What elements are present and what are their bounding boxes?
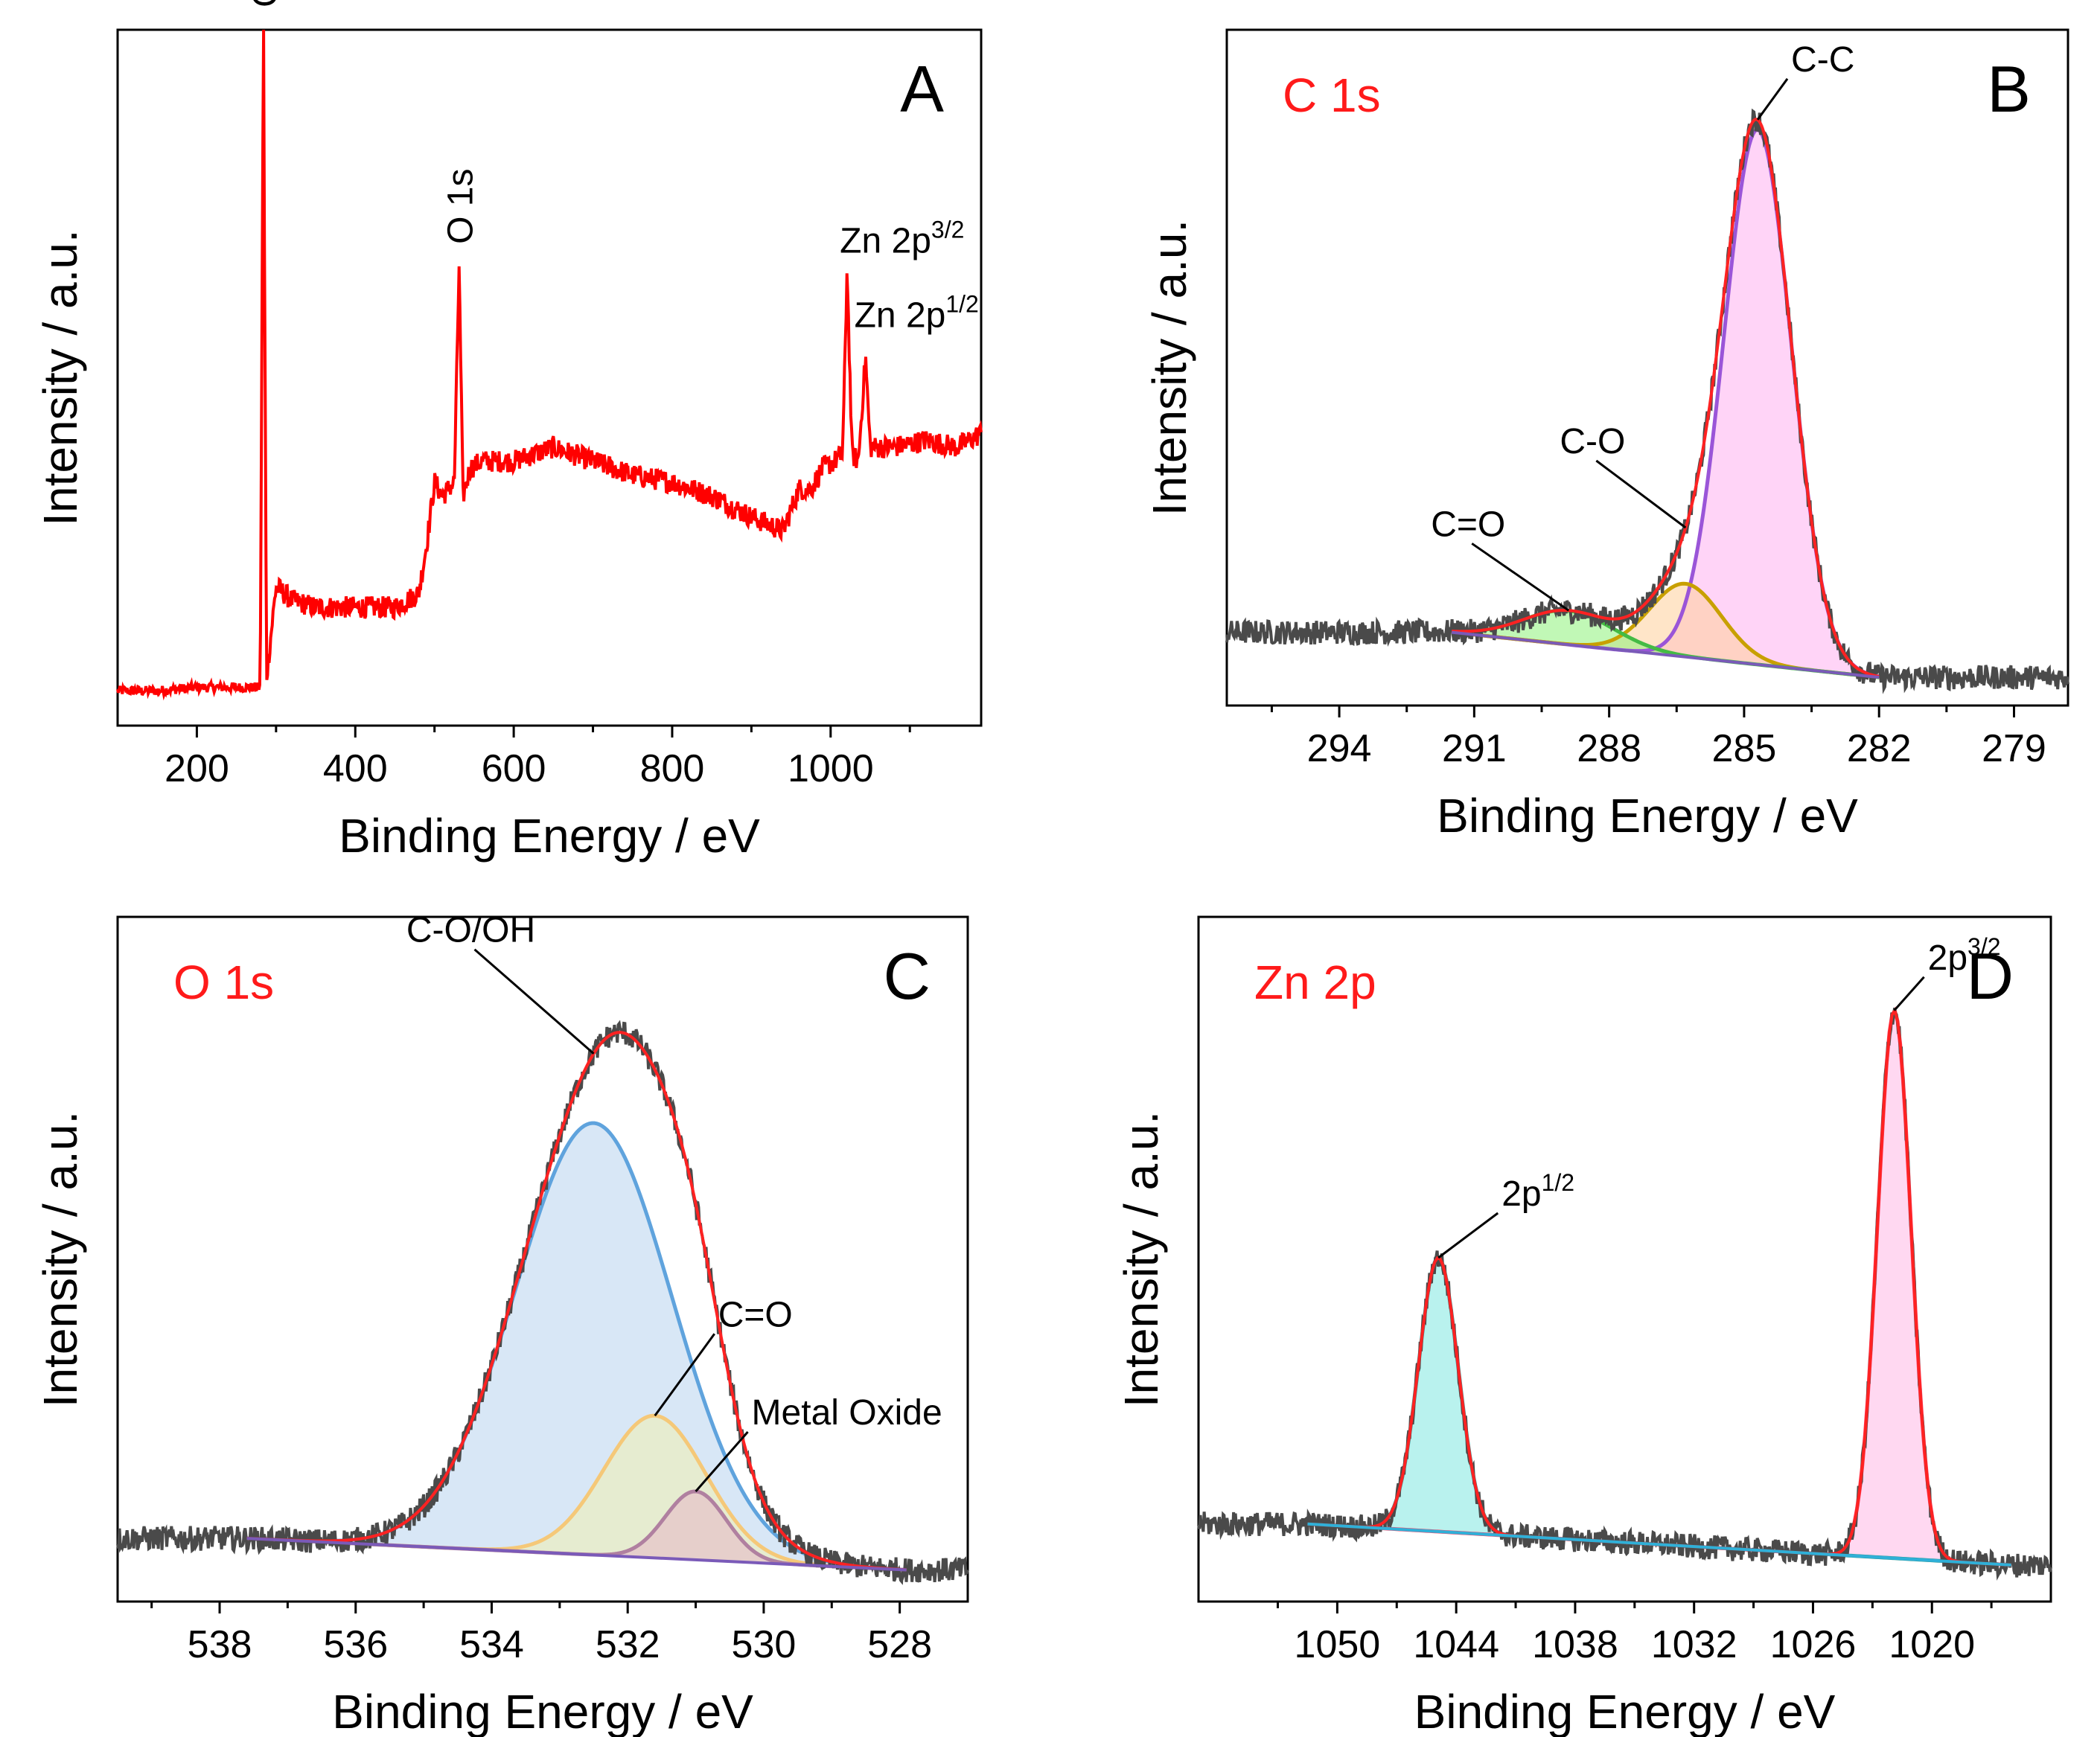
x-tick-label: 1032 [1651,1623,1737,1666]
peak-annotation: C-O [1560,422,1625,461]
x-tick-label: 285 [1712,727,1777,770]
panel-a: 200 400 600 800 1000 Binding Energy / eV Inten… [33,0,983,863]
plot-frame [116,28,983,727]
x-axis-label: Binding Energy / eV [339,809,760,863]
x-tick-label: 1044 [1413,1623,1499,1666]
x-tick-label: 1038 [1532,1623,1618,1666]
component-fill [1452,583,1880,678]
x-tick-label: 532 [596,1623,660,1666]
y-axis-label: Intensity / a.u. [33,229,87,525]
x-tick-label: 200 [165,747,229,790]
annotation-leader [695,1430,749,1492]
y-axis-label: Intensity / a.u. [33,1111,87,1407]
annotation-text: C=O [1431,505,1505,544]
annotation-text: Metal Oxide [752,1393,942,1433]
annotation-text: C-C [1791,40,1854,80]
peak-annotation: Zn 2p1/2 [855,290,979,335]
component-fill [246,1415,907,1570]
y-axis-label: Intensity / a.u. [1143,220,1196,516]
peak-annotation: Metal Oxide [752,1393,942,1433]
peak-annotation: C=O [718,1295,793,1334]
x-axis-label: Binding Energy / eV [332,1685,753,1737]
baseline [1307,1522,2011,1567]
fit-envelope [246,1031,907,1572]
peak-annotation: O 1s [441,169,481,244]
fit-envelope [1452,118,1880,679]
component-fill [1452,129,1880,678]
annotation-leader [1893,976,1925,1011]
peak-annotation: C=O [1431,505,1505,544]
x-tick-label: 282 [1847,727,1912,770]
annotation-text: Zn 2p [840,221,931,260]
annotation-leader [654,1333,715,1417]
panel-d: 1050 1044 1038 1032 1026 1020 Binding Energy /… [1114,915,2052,1737]
x-tick-label: 800 [640,747,705,790]
annotation-leader [1595,459,1687,529]
plot-frame [116,915,969,1603]
peak-annotation: C-O/OH [406,911,535,950]
peak-annotation: Zn 2p3/2 [840,216,964,260]
x-tick-label: 1050 [1295,1623,1381,1666]
x-tick-label: 291 [1442,727,1507,770]
x-tick-label: 1000 [788,747,874,790]
x-tick-label: 1026 [1770,1623,1857,1666]
peak-annotation: C 1s [246,0,285,7]
panel-c: 538 536 534 532 530 528 Binding Energy / eV Int… [33,911,969,1737]
annotation-superscript: 3/2 [1967,933,2000,960]
annotation-superscript: 1/2 [1542,1169,1574,1196]
plot-frame [1197,915,2052,1603]
panel-letter: C [883,939,931,1013]
component-fill [246,1123,907,1570]
annotation-superscript: 3/2 [931,216,964,243]
x-tick-label: 536 [323,1623,388,1666]
annotation-text: C=O [718,1295,793,1334]
component-fill [246,1491,907,1570]
annotation-text: C-O [1560,422,1625,461]
annotation-leader [1471,543,1570,612]
x-axis-label: Binding Energy / eV [1414,1685,1836,1737]
raw-spectrum [116,1020,969,1585]
x-tick-label: 279 [1982,727,2046,770]
survey-spectrum [116,29,983,701]
baseline [246,1537,907,1572]
annotation-text: 2p [1928,938,1967,978]
x-tick-label: 288 [1577,727,1641,770]
x-tick-label: 1020 [1889,1623,1975,1666]
peak-annotation: 2p1/2 [1501,1169,1574,1214]
peak-annotation: 2p3/2 [1928,933,2001,978]
x-tick-label: 530 [732,1623,797,1666]
annotation-text: C-O/OH [406,911,535,950]
plot-frame [1225,28,2069,707]
panel-letter: D [1966,939,2014,1013]
x-tick-label: 400 [323,747,388,790]
raw-spectrum [1225,108,2069,694]
panel-letter: B [1987,52,2031,126]
element-label: Zn 2p [1254,956,1376,1009]
element-label: O 1s [173,956,274,1009]
component-fill [1307,1258,2011,1565]
peak-annotation: C-C [1791,40,1854,80]
annotation-leader [1437,1212,1499,1259]
panel-letter: A [900,52,944,126]
panel-b: 294 291 288 285 282 279 Binding Energy / eV Int… [1143,28,2069,842]
x-axis-label: Binding Energy / eV [1437,789,1858,842]
x-tick-label: 534 [459,1623,524,1666]
annotation-text: 2p [1501,1174,1541,1214]
annotation-leader [473,948,595,1055]
annotation-text: Zn 2p [855,295,946,335]
baseline [1451,630,1880,679]
x-tick-label: 538 [188,1623,252,1666]
annotation-superscript: 1/2 [945,290,978,317]
element-label: C 1s [1283,68,1381,122]
annotation-leader [1756,77,1789,121]
x-tick-label: 600 [482,747,546,790]
component-fill [1452,610,1880,678]
y-axis-label: Intensity / a.u. [1114,1111,1168,1407]
x-tick-label: 294 [1307,727,1372,770]
x-tick-label: 528 [867,1623,932,1666]
